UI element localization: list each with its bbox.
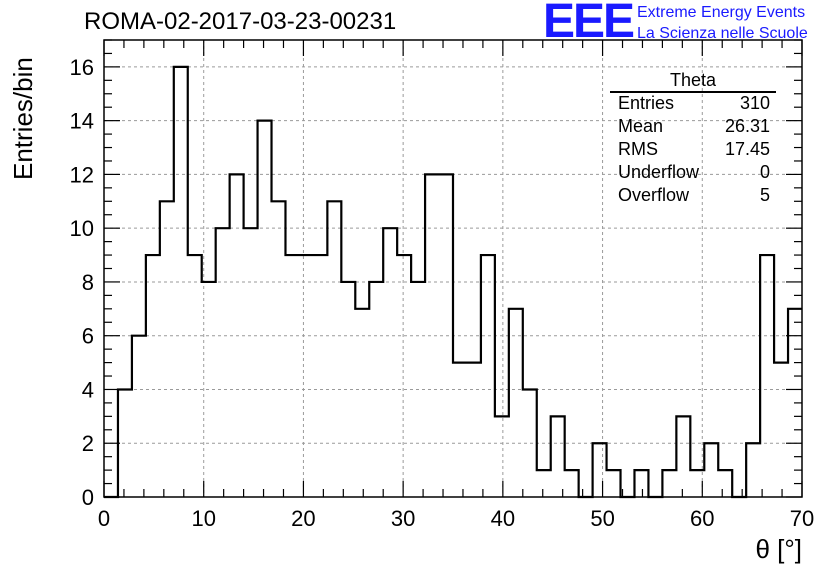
histogram-bin	[481, 255, 495, 497]
histogram-bin	[146, 255, 160, 497]
histogram-bin	[355, 309, 369, 497]
histogram-bin	[244, 228, 258, 497]
stats-label: Mean	[618, 116, 664, 136]
y-tick-label: 2	[82, 431, 94, 456]
stats-value: 0	[759, 162, 770, 182]
histogram-bin	[704, 443, 718, 497]
y-tick-label: 8	[82, 270, 94, 295]
stats-label: RMS	[618, 139, 658, 159]
histogram-bin	[565, 470, 579, 497]
y-tick-label: 0	[82, 485, 94, 510]
stats-label: Overflow	[618, 185, 690, 205]
histogram-bin	[174, 67, 188, 497]
y-axis-label: Entries/bin	[8, 57, 38, 180]
y-tick-label: 14	[70, 109, 94, 134]
histogram-bin	[341, 282, 355, 497]
stats-value: 17.45	[724, 139, 770, 159]
histogram-bin	[718, 470, 732, 497]
stats-value: 26.31	[724, 116, 770, 136]
x-tick-label: 0	[98, 506, 110, 531]
histogram-bin	[397, 255, 411, 497]
stats-value: 5	[759, 185, 770, 205]
x-tick-label: 50	[590, 506, 614, 531]
histogram-bin	[453, 363, 467, 497]
histogram-bin	[258, 121, 272, 497]
histogram-bin	[188, 255, 202, 497]
histogram-bin	[160, 201, 174, 497]
stats-box-title: Theta	[669, 70, 717, 90]
x-tick-label: 40	[491, 506, 515, 531]
y-tick-label: 12	[70, 162, 94, 187]
histogram-bin	[634, 470, 648, 497]
histogram-bin	[662, 470, 676, 497]
histogram-bin	[495, 416, 509, 497]
histogram-bin	[299, 255, 313, 497]
y-tick-label: 4	[82, 377, 94, 402]
histogram-bin	[746, 443, 760, 497]
x-axis-label: θ [°]	[755, 534, 802, 564]
stats-value: 310	[739, 93, 770, 113]
x-tick-label: 60	[690, 506, 714, 531]
stats-label: Entries	[618, 93, 675, 113]
histogram-bin	[327, 201, 341, 497]
y-tick-label: 10	[70, 216, 94, 241]
x-tick-label: 70	[790, 506, 814, 531]
histogram-bin	[593, 443, 607, 497]
chart-title: ROMA-02-2017-03-23-00231	[84, 8, 397, 35]
histogram-bin	[676, 416, 690, 497]
stats-box-divider	[610, 91, 776, 93]
histogram-bin	[467, 363, 481, 497]
histogram-bin	[760, 255, 774, 497]
y-tick-label: 6	[82, 324, 94, 349]
histogram-bin	[285, 255, 299, 497]
histogram-bin	[383, 228, 397, 497]
stats-label: Underflow	[618, 162, 700, 182]
x-tick-label: 30	[391, 506, 415, 531]
logo-line-2: La Scienza nelle Scuole	[637, 25, 808, 42]
histogram-bin	[551, 416, 565, 497]
histogram-bin	[774, 363, 788, 497]
histogram-bin	[607, 470, 621, 497]
histogram-bin	[313, 255, 327, 497]
x-tick-label: 20	[291, 506, 315, 531]
histogram-bin	[272, 201, 286, 497]
eee-logo: EEE	[543, 0, 635, 48]
histogram-bin	[216, 228, 230, 497]
histogram-bin	[132, 336, 146, 497]
histogram-outline	[104, 65, 802, 499]
x-tick-label: 10	[191, 506, 215, 531]
y-tick-label: 16	[70, 55, 94, 80]
histogram-bin	[537, 470, 551, 497]
logo-line-1: Extreme Energy Events	[637, 4, 806, 21]
histogram-bin	[509, 309, 523, 497]
